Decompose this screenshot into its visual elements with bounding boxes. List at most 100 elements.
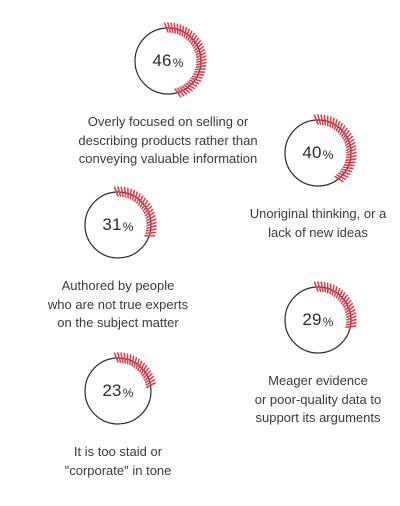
arc-hatch-mark [343,164,355,167]
arc-hatch-mark [194,68,206,71]
value-arc [113,352,156,389]
arc-hatch-mark [346,148,357,154]
stat-item-1: 40% Unoriginal thinking, or a lack of ne… [218,114,400,242]
arc-hatch-mark [143,370,152,379]
arc-hatch-mark [340,294,348,305]
arc-hatch-mark [179,24,182,36]
arc-hatch-mark [317,114,322,125]
arc-hatch-mark [191,37,200,47]
arc-hatch-mark [187,30,193,41]
arc-hatch-mark [167,22,172,33]
arc-hatch-mark [333,119,338,130]
stat-value: 40% [283,118,353,188]
stat-value: 31% [83,190,153,260]
percent-sign: % [122,385,134,400]
arc-hatch-mark [342,166,354,170]
arc-hatch-mark [190,34,198,45]
arc-hatch-mark [313,114,319,125]
arc-hatch-mark [181,85,191,94]
arc-hatch-mark [339,292,346,303]
donut-ring: 29% [283,281,357,355]
arc-hatch-mark [179,86,188,95]
stat-item-4: 23% It is too staid or "corporate" in to… [18,352,218,480]
arc-hatch-mark [341,168,353,173]
arc-hatch-mark [346,312,357,319]
arc-hatch-mark [144,375,155,384]
caption-line: or poor-quality data to [254,391,382,407]
arc-hatch-mark [185,28,190,40]
arc-hatch-mark [345,325,357,329]
arc-hatch-mark [141,367,150,377]
stat-number: 46 [152,51,172,70]
arc-hatch-mark [196,55,207,61]
arc-hatch-mark [137,195,144,206]
arc-hatch-mark [141,200,149,210]
arc-hatch-mark [187,81,198,87]
stat-number: 31 [102,215,122,234]
stat-number: 40 [302,143,322,162]
arc-hatch-mark [131,355,135,367]
arc-hatch-mark [136,193,141,204]
stat-caption: Overly focused on selling or describing … [78,113,257,169]
arc-hatch-mark [113,352,119,363]
arc-hatch-mark [194,42,203,52]
arc-hatch-mark [195,61,207,66]
arc-hatch-mark [317,281,322,292]
arc-hatch-mark [329,116,332,128]
arc-hatch-mark [323,281,327,293]
arc-hatch-mark [131,189,136,201]
percent-sign: % [322,314,334,329]
caption-line: on the subject matter [57,315,179,330]
arc-hatch-mark [144,231,157,235]
donut-ring-svg [284,114,357,187]
stat-item-3: 29% Meager evidence or poor-quality data… [218,281,400,428]
donut-ring: 40% [283,114,357,188]
donut-ring: 46% [133,22,207,98]
stat-item-0: 46% Overly focused on selling or describ… [48,22,288,169]
arc-hatch-mark [345,141,356,149]
arc-hatch-mark [320,281,324,293]
stat-number: 23 [102,381,122,400]
arc-hatch-mark [181,25,185,37]
arc-hatch-mark [336,174,347,181]
arc-hatch-mark [140,364,148,375]
arc-hatch-mark [323,114,327,126]
arc-hatch-mark [145,211,155,219]
value-arc [313,281,357,329]
arc-hatch-mark [185,82,196,90]
arc-hatch-mark [343,299,352,309]
arc-hatch-mark [144,208,154,217]
donut-ring-svg [84,186,157,259]
donut-ring: 31% [83,186,157,260]
arc-hatch-mark [146,221,157,227]
arc-hatch-mark [344,135,354,144]
arc-hatch-mark [183,26,188,38]
arc-hatch-mark [340,127,348,138]
arc-hatch-mark [133,356,138,368]
arc-hatch-mark [345,308,356,316]
value-arc [113,186,157,237]
arc-hatch-mark [139,197,146,208]
arc-hatch-mark [193,40,202,49]
percent-sign: % [322,147,334,162]
arc-hatch-mark [329,283,332,295]
value-arc [313,114,357,183]
arc-hatch-mark [170,22,174,34]
arc-hatch-mark [331,117,335,129]
arc-hatch-mark [194,45,205,54]
arc-hatch-mark [196,58,207,64]
arc-hatch-mark [313,281,319,292]
arc-hatch-mark [195,64,207,68]
stat-caption: Unoriginal thinking, or a lack of new id… [250,205,387,242]
donut-ring-svg [134,22,207,98]
stat-caption: It is too staid or "corporate" in tone [65,443,172,480]
caption-line: describing products rather than [78,132,258,148]
arc-hatch-mark [346,318,357,324]
arc-hatch-mark [342,130,350,140]
arc-hatch-mark [183,84,193,92]
arc-hatch-mark [143,205,152,214]
caption-line: support its arguments [255,410,381,425]
arc-hatch-mark [123,186,127,198]
ring-outline [284,119,352,187]
arc-hatch-mark [145,382,156,389]
